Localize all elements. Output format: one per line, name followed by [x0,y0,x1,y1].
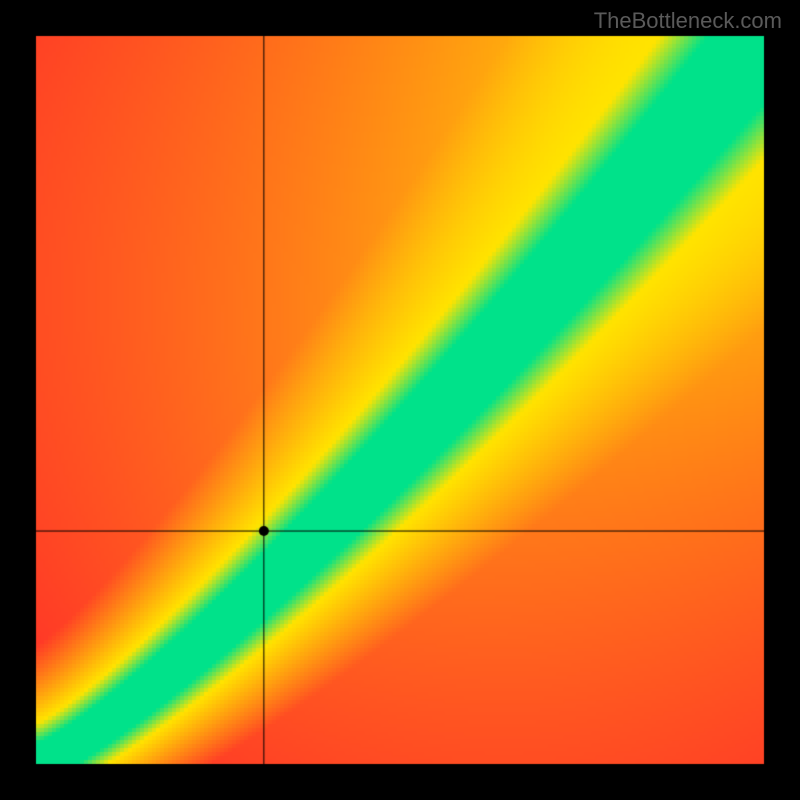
heatmap-canvas [0,0,800,800]
chart-container: TheBottleneck.com [0,0,800,800]
watermark-text: TheBottleneck.com [594,8,782,34]
